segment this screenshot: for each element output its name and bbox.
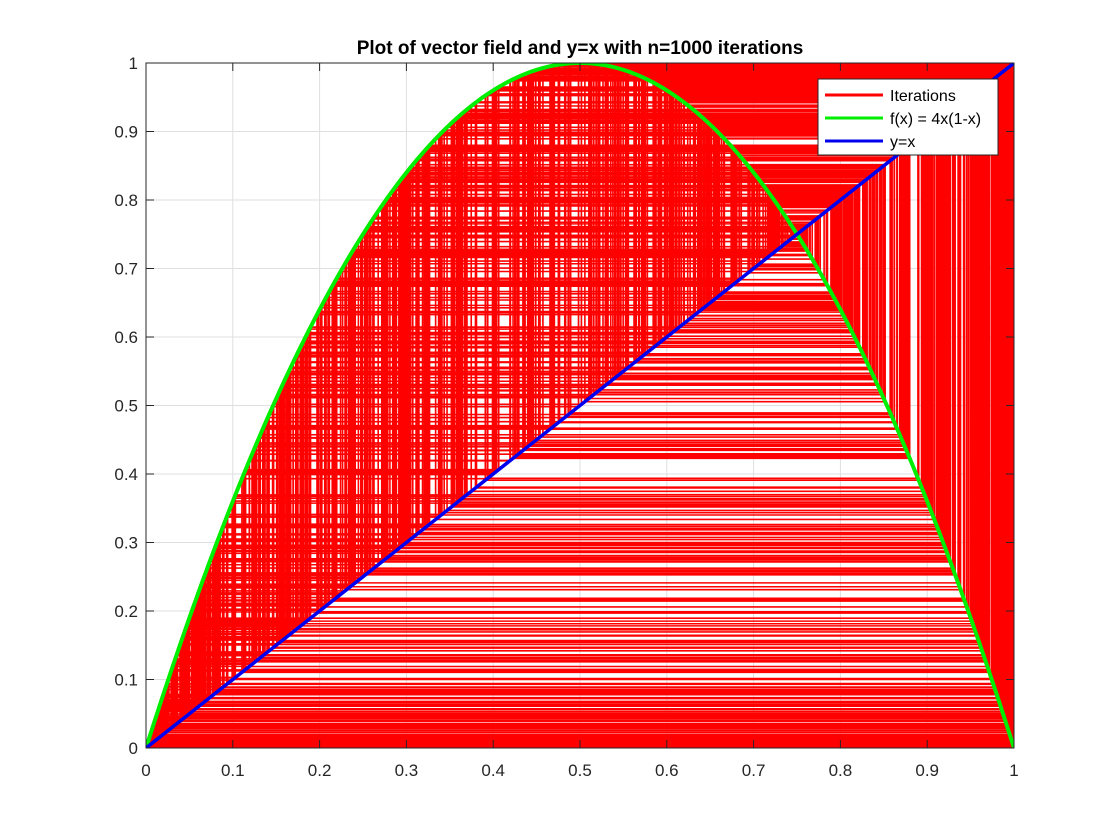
y-tick-label: 0.6 xyxy=(114,328,138,347)
chart-title: Plot of vector field and y=x with n=1000… xyxy=(357,38,804,59)
y-tick-label: 0 xyxy=(129,739,138,758)
x-tick-label: 0.3 xyxy=(395,761,419,780)
legend-label-iterations: Iterations xyxy=(890,88,956,105)
x-tick-label: 1 xyxy=(1009,761,1018,780)
series-function-line xyxy=(146,63,1014,748)
y-tick-label: 0.3 xyxy=(114,534,138,553)
x-tick-label: 0.9 xyxy=(915,761,939,780)
x-tick-label: 0.4 xyxy=(481,761,505,780)
legend: Iterations f(x) = 4x(1-x) y=x xyxy=(817,78,999,156)
y-tick-label: 0.7 xyxy=(114,260,138,279)
ticks: 0 0.1 0.2 0.3 0.4 0.5 0.6 0.7 0.8 0.9 1 0 0.1 0.2 0.3 0… xyxy=(114,54,1018,780)
legend-label-identity: y=x xyxy=(890,134,915,151)
x-tick-label: 0.7 xyxy=(742,761,766,780)
x-tick-label: 0.8 xyxy=(829,761,853,780)
x-tick-label: 0.2 xyxy=(308,761,332,780)
y-tick-label: 0.2 xyxy=(114,602,138,621)
x-tick-label: 0.6 xyxy=(655,761,679,780)
x-tick-label: 0.1 xyxy=(221,761,245,780)
y-tick-label: 1 xyxy=(129,54,138,73)
series-layer xyxy=(146,63,1014,748)
y-tick-label: 0.1 xyxy=(114,671,138,690)
y-tick-label: 0.5 xyxy=(114,397,138,416)
y-tick-label: 0.4 xyxy=(114,465,138,484)
series-identity-line xyxy=(146,63,1014,748)
y-tick-label: 0.8 xyxy=(114,191,138,210)
x-tick-label: 0.5 xyxy=(568,761,592,780)
x-tick-label: 0 xyxy=(141,761,150,780)
legend-label-function: f(x) = 4x(1-x) xyxy=(890,111,981,128)
y-tick-label: 0.9 xyxy=(114,123,138,142)
